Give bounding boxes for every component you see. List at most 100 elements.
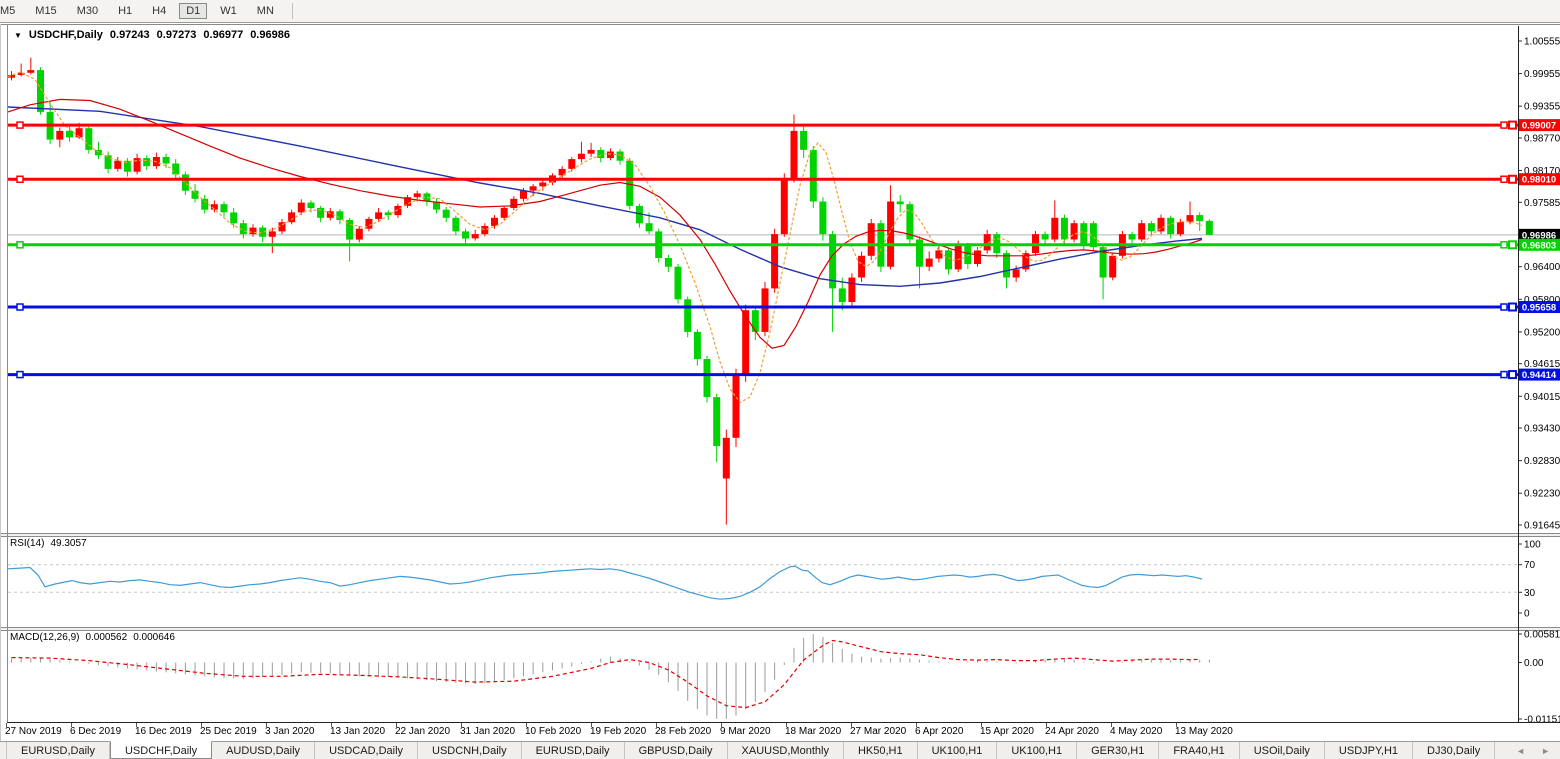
svg-text:0.95800: 0.95800: [1524, 295, 1560, 306]
chart-tab-xauusd-monthly[interactable]: XAUUSD,Monthly: [728, 742, 844, 759]
timeframe-button-d1[interactable]: D1: [179, 3, 208, 19]
rsi-value: 49.3057: [50, 538, 87, 549]
line-handle: [1500, 370, 1508, 379]
rsi-indicator-label: RSI(14) 49.3057: [10, 538, 87, 549]
chart-window[interactable]: 100 70 30 0 0.005818 0.00 -0.011516 1.00555 0.99…: [0, 23, 1560, 741]
line-handle: [16, 121, 24, 129]
macd-histogram: [11, 634, 1210, 719]
svg-text:0.94015: 0.94015: [1524, 392, 1560, 403]
chart-canvas[interactable]: 100 70 30 0 0.005818 0.00 -0.011516 1.00555 0.99…: [0, 23, 1560, 741]
svg-text:0.97585: 0.97585: [1524, 198, 1560, 209]
svg-text:0.005818: 0.005818: [1524, 630, 1560, 641]
macd-signal-line: [11, 639, 1200, 709]
svg-text:0.94615: 0.94615: [1524, 359, 1560, 370]
svg-text:28 Feb 2020: 28 Feb 2020: [655, 726, 712, 737]
line-axis-handle: [1508, 120, 1517, 130]
rsi-name: RSI(14): [10, 538, 45, 549]
tab-scroll-nav: ◄ ►: [1516, 742, 1560, 759]
svg-text:31 Jan 2020: 31 Jan 2020: [460, 726, 515, 737]
tab-scroll-left-icon[interactable]: ◄: [1516, 745, 1526, 756]
timeframe-button-m15[interactable]: M15: [35, 5, 57, 17]
toolbar-separator: [291, 3, 293, 19]
svg-text:10 Feb 2020: 10 Feb 2020: [525, 726, 582, 737]
timeframe-button-w1[interactable]: W1: [220, 5, 237, 17]
timeframe-toolbar: M5 M15 M30 H1 H4 D1 W1 MN: [0, 0, 1560, 23]
ma-slow-line: [7, 106, 1203, 288]
chart-tab-usdjpy-h1[interactable]: USDJPY,H1: [1325, 742, 1414, 759]
chart-tab-usdcnh-daily[interactable]: USDCNH,Daily: [418, 742, 522, 759]
svg-text:27 Mar 2020: 27 Mar 2020: [850, 726, 907, 737]
svg-text:6 Dec 2019: 6 Dec 2019: [70, 726, 122, 737]
chart-tab-uk100-h1[interactable]: UK100,H1: [918, 742, 998, 759]
price-badge: [1519, 173, 1560, 186]
ohlc-low: 0.96977: [203, 29, 244, 41]
macd-main-value: 0.000562: [85, 632, 128, 643]
line-axis-handle: [1508, 370, 1517, 380]
symbol-ohlc-line: ▼ USDCHF,Daily 0.97243 0.97273 0.96977 0…: [14, 29, 290, 41]
svg-text:22 Jan 2020: 22 Jan 2020: [395, 726, 450, 737]
rsi-line: [7, 565, 1203, 600]
timeframe-button-mn[interactable]: MN: [256, 5, 274, 17]
svg-text:0: 0: [1524, 609, 1530, 620]
chart-tab-bar: EURUSD,Daily USDCHF,Daily AUDUSD,Daily USDC…: [0, 741, 1560, 759]
svg-text:0.96803: 0.96803: [1522, 240, 1556, 251]
line-handle: [16, 241, 24, 249]
chart-tab-usdcad-daily[interactable]: USDCAD,Daily: [315, 742, 419, 759]
svg-text:0.00: 0.00: [1524, 658, 1544, 669]
ohlc-close: 0.96986: [250, 29, 290, 41]
svg-text:27 Nov 2019: 27 Nov 2019: [5, 726, 62, 737]
chart-tab-usoil-daily[interactable]: USOil,Daily: [1240, 742, 1325, 759]
svg-text:0.94414: 0.94414: [1522, 370, 1557, 381]
svg-text:6 Apr 2020: 6 Apr 2020: [915, 726, 964, 737]
macd-indicator-label: MACD(12,26,9) 0.000562 0.000646: [10, 632, 175, 643]
chart-tab-dj30-daily[interactable]: DJ30,Daily: [1413, 742, 1496, 759]
ma-mid-line: [7, 98, 1203, 349]
svg-text:13 Jan 2020: 13 Jan 2020: [330, 726, 385, 737]
symbol-name: USDCHF,Daily: [28, 29, 103, 41]
svg-text:9 Mar 2020: 9 Mar 2020: [720, 726, 771, 737]
line-axis-handle: [1508, 302, 1517, 312]
timeframe-button-m5[interactable]: M5: [0, 5, 16, 17]
line-handle: [16, 370, 24, 379]
svg-text:25 Dec 2019: 25 Dec 2019: [200, 726, 257, 737]
chart-tab-gbpusd-daily[interactable]: GBPUSD,Daily: [625, 742, 728, 759]
chart-tab-eurusd-daily[interactable]: EURUSD,Daily: [6, 742, 110, 759]
svg-text:0.96400: 0.96400: [1524, 262, 1560, 273]
chart-tab-uk100-h1[interactable]: UK100,H1: [997, 742, 1078, 759]
line-handle: [1500, 175, 1508, 183]
svg-text:0.99955: 0.99955: [1524, 69, 1560, 80]
price-badge: [1519, 301, 1560, 314]
svg-text:100: 100: [1524, 540, 1541, 551]
svg-text:0.99007: 0.99007: [1522, 121, 1556, 132]
chart-tab-hk50-h1[interactable]: HK50,H1: [844, 742, 918, 759]
price-badge: [1519, 119, 1560, 132]
timeframe-button-m30[interactable]: M30: [76, 5, 99, 17]
svg-text:0.99355: 0.99355: [1524, 102, 1560, 113]
svg-text:0.92830: 0.92830: [1524, 456, 1560, 467]
svg-text:0.96986: 0.96986: [1522, 230, 1556, 241]
svg-text:13 May 2020: 13 May 2020: [1175, 726, 1233, 737]
svg-text:4 May 2020: 4 May 2020: [1110, 726, 1163, 737]
chevron-down-icon[interactable]: ▼: [14, 30, 22, 40]
chart-tab-audusd-daily[interactable]: AUDUSD,Daily: [212, 742, 316, 759]
chart-tab-fra40-h1[interactable]: FRA40,H1: [1159, 742, 1240, 759]
line-handle: [16, 175, 24, 183]
svg-text:0.93430: 0.93430: [1524, 424, 1560, 435]
chart-tab-ger30-h1[interactable]: GER30,H1: [1077, 742, 1160, 759]
tab-scroll-right-icon[interactable]: ►: [1541, 745, 1550, 756]
svg-text:0.95200: 0.95200: [1524, 327, 1560, 338]
line-axis-handle: [1508, 174, 1517, 184]
svg-text:18 Mar 2020: 18 Mar 2020: [785, 726, 842, 737]
timeframe-button-h4[interactable]: H4: [152, 5, 167, 17]
ohlc-high: 0.97273: [156, 29, 197, 41]
svg-text:19 Feb 2020: 19 Feb 2020: [590, 726, 647, 737]
timeframe-button-h1[interactable]: H1: [118, 5, 133, 17]
chart-tab-usdchf-daily[interactable]: USDCHF,Daily: [109, 741, 213, 759]
chart-tab-eurusd-daily[interactable]: EURUSD,Daily: [522, 742, 625, 759]
svg-text:3 Jan 2020: 3 Jan 2020: [265, 726, 315, 737]
svg-text:0.95658: 0.95658: [1522, 303, 1556, 314]
svg-text:0.92230: 0.92230: [1524, 489, 1560, 500]
svg-text:0.98770: 0.98770: [1524, 133, 1560, 144]
svg-text:0.91645: 0.91645: [1524, 521, 1560, 532]
